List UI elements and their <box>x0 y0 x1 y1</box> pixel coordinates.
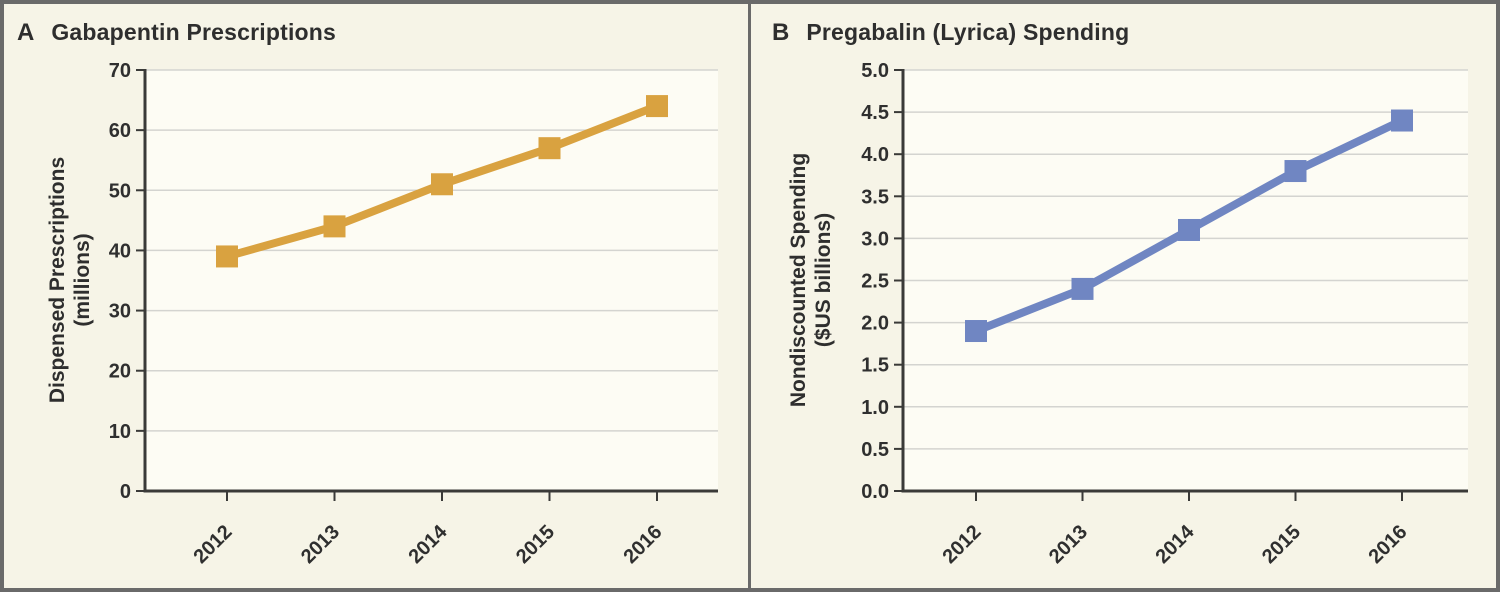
y-tick-label: 4.5 <box>861 102 889 124</box>
data-point-marker <box>646 95 668 118</box>
x-tick-label: 2016 <box>1365 521 1412 568</box>
data-point-marker <box>323 215 346 238</box>
x-tick-label: 2015 <box>1258 521 1305 568</box>
data-point-marker <box>1391 109 1413 132</box>
data-point-marker <box>1284 160 1307 183</box>
y-tick-label: 3.5 <box>861 186 889 208</box>
panel-a-chart: 0 10 20 30 40 50 60 70 2012 2013 2014 2015 2016 <box>109 60 718 568</box>
plot-area <box>145 70 718 491</box>
y-tick-label: 1.0 <box>861 397 889 419</box>
y-tick-label: 1.5 <box>861 355 889 377</box>
x-tick-label: 2015 <box>512 521 559 568</box>
data-point-marker <box>431 173 453 196</box>
y-tick-label: 2.0 <box>861 313 889 335</box>
x-tick-label: 2012 <box>939 521 986 568</box>
x-tick-label: 2016 <box>620 521 667 568</box>
y-tick-label: 5.0 <box>861 60 889 82</box>
panel-a-header: A Gabapentin Prescriptions <box>17 19 336 47</box>
panel-b-header: B Pregabalin (Lyrica) Spending <box>772 19 1129 47</box>
panel-divider <box>748 4 751 588</box>
data-point-marker <box>216 245 238 268</box>
x-tick-label: 2013 <box>297 521 344 568</box>
panel-b-letter: B <box>772 19 790 46</box>
data-point-marker <box>538 137 561 160</box>
x-tick-label: 2013 <box>1045 521 1092 568</box>
data-point-marker <box>965 320 987 343</box>
y-tick-label: 0 <box>120 481 131 503</box>
y-tick-label: 0.5 <box>861 439 889 461</box>
y-tick-label: 2.5 <box>861 271 889 293</box>
x-tick-label: 2014 <box>405 520 453 568</box>
data-point-marker <box>1071 277 1094 300</box>
y-tick-label: 4.0 <box>861 144 889 166</box>
panel-pregabalin: B Pregabalin (Lyrica) Spending Nondiscou… <box>751 4 1496 588</box>
y-tick-label: 60 <box>109 120 131 142</box>
y-tick-label: 70 <box>109 60 131 82</box>
y-tick-label: 20 <box>109 361 131 383</box>
panel-b-title: Pregabalin (Lyrica) Spending <box>806 19 1130 45</box>
panel-a-letter: A <box>17 19 35 46</box>
x-tick-label: 2014 <box>1152 520 1200 568</box>
y-tick-label: 50 <box>109 180 131 202</box>
data-point-marker <box>1178 218 1200 241</box>
y-tick-label: 10 <box>109 421 131 443</box>
panel-b-chart: 0.0 0.5 1.0 1.5 2.0 2.5 3.0 3.5 4.0 4.5 5.0 2012 201… <box>861 60 1468 568</box>
y-tick-label: 30 <box>109 301 131 323</box>
y-tick-label: 40 <box>109 240 131 262</box>
y-tick-label: 3.0 <box>861 228 889 250</box>
panel-gabapentin: A Gabapentin Prescriptions Dispensed Pre… <box>4 4 748 588</box>
x-tick-label: 2012 <box>190 521 237 568</box>
panel-a-title: Gabapentin Prescriptions <box>51 19 337 45</box>
y-tick-label: 0.0 <box>861 481 889 503</box>
